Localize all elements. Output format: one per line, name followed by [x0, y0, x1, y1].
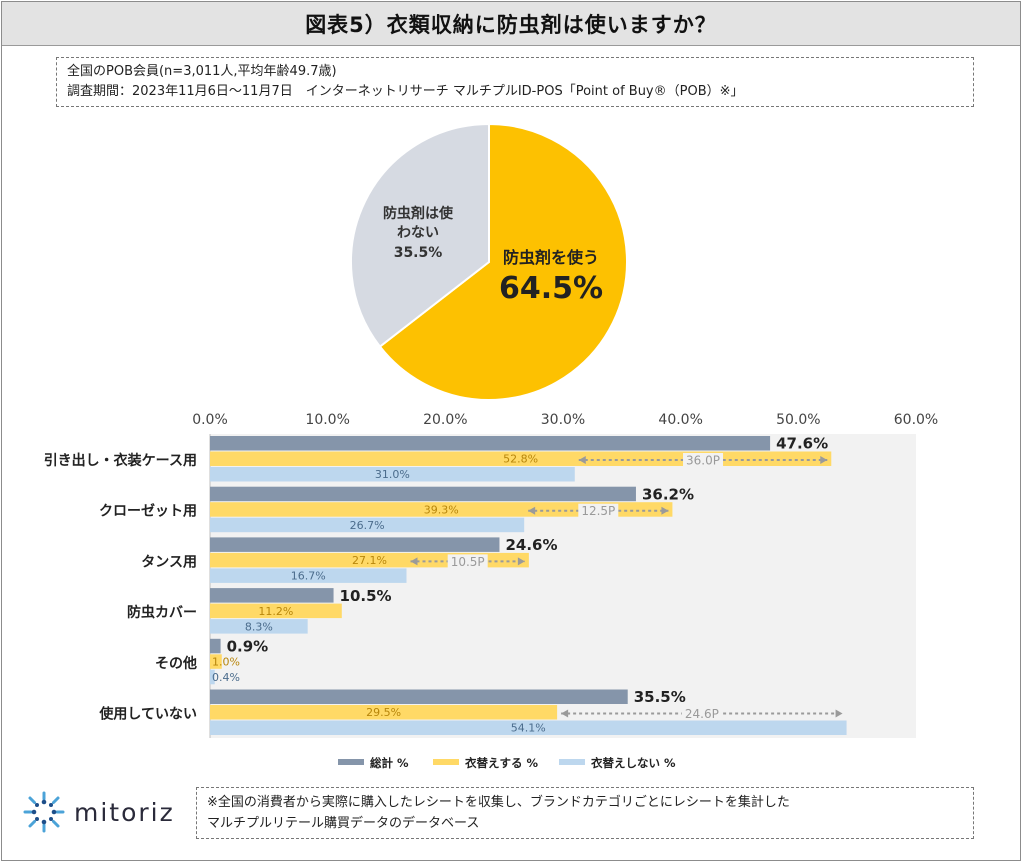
bar-label-0-4: 0.9% — [227, 637, 269, 655]
diff-label-0: 36.0P — [686, 454, 720, 468]
bar-2-4 — [210, 669, 215, 685]
bar-0-4 — [210, 638, 221, 654]
bar-0-5 — [210, 689, 628, 704]
diff-arrow-head-right-1 — [661, 506, 669, 515]
diff-label-bg-3 — [681, 706, 722, 721]
bar-0-1 — [210, 486, 636, 502]
bar-2-5 — [210, 720, 847, 735]
pie-slice-0 — [378, 122, 628, 401]
x-tick-label-2: 20.0% — [423, 412, 467, 428]
bar-label-2-0: 31.0% — [375, 468, 410, 481]
x-tick-label-0: 0.0% — [192, 412, 228, 428]
legend-swatch-1 — [433, 759, 459, 765]
category-label-2: タンス用 — [141, 554, 197, 570]
bar-label-0-3: 10.5% — [340, 587, 392, 605]
survey-period-text: 調査期間：2023年11月6日～11月7日 インターネットリサーチ マルチプルI… — [67, 84, 744, 99]
footer-note-box: ※全国の消費者から実際に購入したレシートを収集し、ブランドカテゴリごとにレシート… — [196, 787, 974, 839]
bar-2-3 — [210, 619, 308, 634]
bar-label-1-2: 27.1% — [352, 554, 387, 567]
category-label-5: 使用していない — [98, 706, 197, 723]
pie-label-nouse-line1: 防虫剤は使 — [383, 205, 454, 222]
legend-label-2: 衣替えしない % — [591, 756, 676, 770]
bar-label-2-5: 54.1% — [511, 722, 546, 735]
footer-note-line-2: マルチプルリテール購買データのデータベース — [207, 816, 480, 831]
footer-note-line-1: ※全国の消費者から実際に購入したレシートを収集し、ブランドカテゴリごとにレシート… — [207, 795, 790, 810]
bar-1-4 — [210, 654, 222, 669]
mitoriz-logo-text: mitoriz — [74, 797, 175, 827]
pie-label-use: 防虫剤を使う — [503, 248, 599, 267]
bar-1-3 — [210, 603, 342, 619]
x-tick-label-3: 30.0% — [541, 412, 585, 428]
bar-0-3 — [210, 588, 334, 603]
diff-label-bg-2 — [447, 554, 488, 569]
legend-label-1: 衣替えする % — [465, 756, 539, 770]
diff-arrow-head-left-1 — [528, 506, 536, 515]
x-tick-label-6: 60.0% — [894, 412, 938, 428]
bar-label-1-4: 1.0% — [212, 656, 240, 669]
bar-label-0-2: 24.6% — [505, 536, 557, 554]
x-tick-label-5: 50.0% — [776, 412, 820, 428]
diff-arrow-head-right-3 — [835, 709, 843, 718]
legend-swatch-2 — [559, 759, 585, 765]
diff-label-2: 10.5P — [451, 555, 485, 569]
survey-sample-text: 全国のPOB会員(n=3,011人,平均年齢49.7歳) — [67, 64, 337, 79]
diff-arrow-head-right-2 — [517, 557, 525, 566]
diff-arrow-head-right-0 — [820, 456, 828, 464]
bar-label-2-2: 16.7% — [291, 570, 326, 583]
bar-0-2 — [210, 537, 500, 552]
pie-slice-1 — [350, 122, 490, 348]
bar-label-1-3: 11.2% — [258, 605, 293, 618]
diff-label-bg-1 — [578, 503, 619, 518]
category-label-4: その他 — [155, 655, 197, 672]
mitoriz-logo-icon — [23, 791, 65, 833]
bar-plot-area — [210, 434, 916, 738]
bar-label-1-5: 29.5% — [366, 706, 401, 719]
diff-label-3: 24.6P — [685, 707, 719, 721]
bar-label-0-5: 35.5% — [634, 688, 686, 706]
bar-2-0 — [210, 467, 575, 482]
pie-label-nouse-line2: わない — [397, 225, 439, 241]
bar-1-0 — [210, 451, 832, 466]
bar-label-1-0: 52.8% — [503, 453, 538, 466]
bar-label-2-4: 0.4% — [212, 671, 240, 684]
pie-value-use: 64.5% — [499, 271, 603, 306]
diff-label-1: 12.5P — [581, 504, 615, 518]
legend-label-0: 総計 % — [370, 756, 409, 770]
diff-arrow-head-left-3 — [561, 709, 569, 718]
diff-label-bg-0 — [683, 453, 724, 467]
bar-label-2-3: 8.3% — [245, 620, 273, 633]
x-tick-label-1: 10.0% — [305, 412, 349, 428]
bar-1-1 — [210, 502, 673, 517]
bar-label-1-1: 39.3% — [424, 503, 459, 516]
bar-1-5 — [210, 705, 558, 720]
x-tick-label-4: 40.0% — [658, 412, 702, 428]
bar-2-2 — [210, 568, 407, 583]
legend-swatch-0 — [338, 759, 364, 765]
figure-title: 図表5）衣類収納に防虫剤は使いますか？ — [2, 2, 1020, 46]
mitoriz-logo: mitoriz — [22, 790, 175, 834]
category-label-1: クローゼット用 — [99, 503, 197, 520]
category-label-0: 引き出し・衣装ケース用 — [44, 452, 197, 469]
survey-info-box: 全国のPOB会員(n=3,011人,平均年齢49.7歳) 調査期間：2023年1… — [56, 57, 974, 107]
pie-value-nouse: 35.5% — [394, 245, 443, 261]
diff-arrow-head-left-2 — [410, 557, 418, 566]
bar-label-0-1: 36.2% — [642, 485, 694, 503]
bar-2-1 — [210, 517, 525, 533]
bar-0-0 — [210, 436, 771, 451]
bar-label-0-0: 47.6% — [776, 435, 828, 453]
bar-label-2-1: 26.7% — [350, 519, 385, 532]
category-label-3: 防虫カバー — [127, 604, 197, 621]
diff-arrow-head-left-0 — [578, 456, 586, 464]
